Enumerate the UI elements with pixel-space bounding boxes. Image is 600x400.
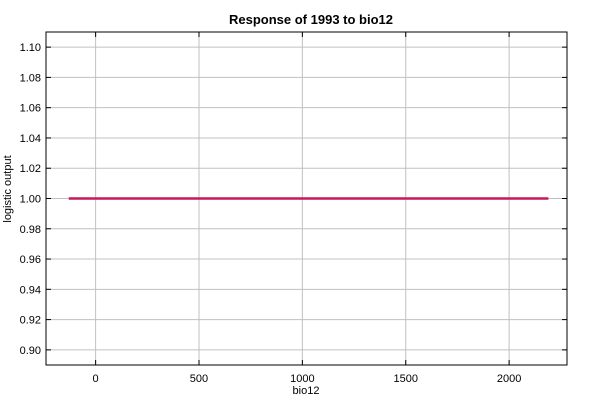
x-tick-label: 0 — [93, 373, 99, 385]
y-tick-label: 1.02 — [20, 163, 41, 175]
y-tick-label: 1.08 — [20, 72, 41, 84]
chart-title: Response of 1993 to bio12 — [229, 12, 393, 27]
y-tick-label: 0.92 — [20, 315, 41, 327]
y-tick-label: 0.98 — [20, 224, 41, 236]
x-axis-label: bio12 — [293, 385, 320, 397]
ticks: 0 500 1000 1500 2000 0.90 0.92 0.94 0.96 0.98 1.00… — [20, 32, 567, 385]
y-tick-label: 0.94 — [20, 284, 41, 296]
y-axis-label: logistic output — [2, 155, 14, 222]
y-tick-label: 1.10 — [20, 42, 41, 54]
y-tick-label: 0.90 — [20, 345, 41, 357]
y-tick-label: 1.06 — [20, 103, 41, 115]
x-tick-label: 1000 — [290, 373, 314, 385]
x-tick-label: 500 — [190, 373, 208, 385]
y-tick-label: 1.00 — [20, 194, 41, 206]
x-tick-label: 2000 — [497, 373, 521, 385]
y-tick-label: 0.96 — [20, 254, 41, 266]
x-tick-label: 1500 — [393, 373, 417, 385]
y-tick-label: 1.04 — [20, 133, 41, 145]
